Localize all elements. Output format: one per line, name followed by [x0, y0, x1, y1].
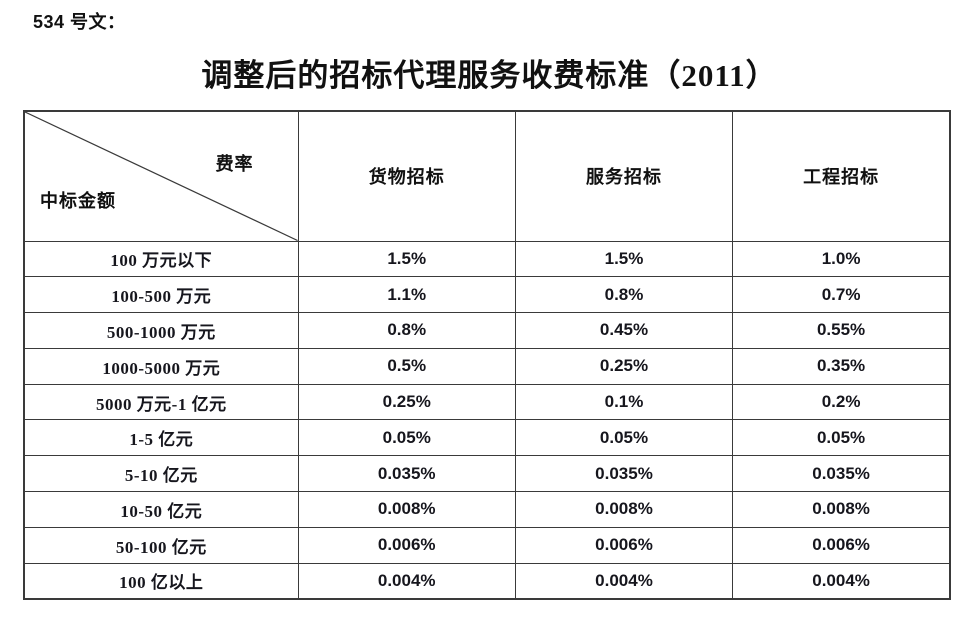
- table-row: 5000 万元-1 亿元 0.25% 0.1% 0.2%: [23, 383, 951, 421]
- page-title: 调整后的招标代理服务收费标准（2011）: [201, 58, 778, 93]
- rate-cell-service: 0.008%: [514, 491, 734, 528]
- amount-cell: 100 万元以下: [23, 240, 299, 278]
- rate-cell-goods: 0.8%: [297, 312, 516, 349]
- table-row: 1-5 亿元 0.05% 0.05% 0.05%: [23, 419, 951, 457]
- rate-cell-service: 0.25%: [514, 347, 734, 385]
- diagonal-divider-line: [25, 112, 298, 241]
- diagonal-corner-cell: 费率 中标金额: [23, 110, 299, 242]
- amount-cell: 5-10 亿元: [23, 455, 299, 493]
- amount-cell: 5000 万元-1 亿元: [23, 383, 299, 421]
- rate-cell-service: 0.006%: [514, 526, 734, 564]
- amount-cell: 50-100 亿元: [23, 526, 299, 564]
- column-header-service: 服务招标: [514, 110, 734, 242]
- rate-cell-engineering: 0.035%: [732, 455, 951, 493]
- document-number-label: 534 号文：: [33, 12, 126, 32]
- rate-cell-engineering: 0.2%: [732, 383, 951, 421]
- amount-cell: 100-500 万元: [23, 276, 299, 314]
- rate-cell-goods: 0.25%: [297, 383, 516, 421]
- amount-cell: 100 亿以上: [23, 562, 299, 600]
- rate-cell-engineering: 0.006%: [732, 526, 951, 564]
- table-row: 1000-5000 万元 0.5% 0.25% 0.35%: [23, 347, 951, 385]
- rate-cell-service: 0.1%: [514, 383, 734, 421]
- table-row: 50-100 亿元 0.006% 0.006% 0.006%: [23, 526, 951, 564]
- rate-cell-engineering: 0.35%: [732, 347, 951, 385]
- rate-cell-goods: 0.006%: [297, 526, 516, 564]
- rate-cell-engineering: 0.05%: [732, 419, 951, 457]
- rate-cell-service: 0.004%: [514, 562, 734, 600]
- rate-cell-service: 0.8%: [514, 276, 734, 314]
- table-row: 100-500 万元 1.1% 0.8% 0.7%: [23, 276, 951, 314]
- corner-rate-label: 费率: [215, 154, 254, 174]
- rate-cell-engineering: 0.7%: [732, 276, 951, 314]
- table-row: 100 亿以上 0.004% 0.004% 0.004%: [23, 562, 951, 600]
- amount-cell: 10-50 亿元: [23, 491, 299, 528]
- rate-cell-service: 0.05%: [514, 419, 734, 457]
- rate-cell-goods: 1.1%: [297, 276, 516, 314]
- column-header-engineering: 工程招标: [732, 110, 951, 242]
- rate-cell-goods: 0.004%: [297, 562, 516, 600]
- rate-cell-service: 0.45%: [514, 312, 734, 349]
- rate-cell-service: 0.035%: [514, 455, 734, 493]
- rate-cell-service: 1.5%: [514, 240, 734, 278]
- table-row: 100 万元以下 1.5% 1.5% 1.0%: [23, 240, 951, 278]
- table-header-row: 费率 中标金额 货物招标 服务招标 工程招标: [23, 110, 951, 242]
- rate-cell-goods: 0.05%: [297, 419, 516, 457]
- table-row: 10-50 亿元 0.008% 0.008% 0.008%: [23, 491, 951, 528]
- rate-cell-engineering: 0.004%: [732, 562, 951, 600]
- rate-cell-goods: 0.008%: [297, 491, 516, 528]
- rate-cell-goods: 0.5%: [297, 347, 516, 385]
- corner-amount-label: 中标金额: [40, 190, 116, 211]
- amount-cell: 1-5 亿元: [23, 419, 299, 457]
- fee-rate-table: 费率 中标金额 货物招标 服务招标 工程招标 100 万元以下 1.5% 1.5…: [23, 110, 951, 600]
- rate-cell-engineering: 1.0%: [732, 240, 951, 278]
- amount-cell: 500-1000 万元: [23, 312, 299, 349]
- column-header-goods: 货物招标: [297, 110, 516, 242]
- table-row: 5-10 亿元 0.035% 0.035% 0.035%: [23, 455, 951, 493]
- amount-cell: 1000-5000 万元: [23, 347, 299, 385]
- table-row: 500-1000 万元 0.8% 0.45% 0.55%: [23, 312, 951, 349]
- rate-cell-goods: 0.035%: [297, 455, 516, 493]
- rate-cell-goods: 1.5%: [297, 240, 516, 278]
- rate-cell-engineering: 0.55%: [732, 312, 951, 349]
- rate-cell-engineering: 0.008%: [732, 491, 951, 528]
